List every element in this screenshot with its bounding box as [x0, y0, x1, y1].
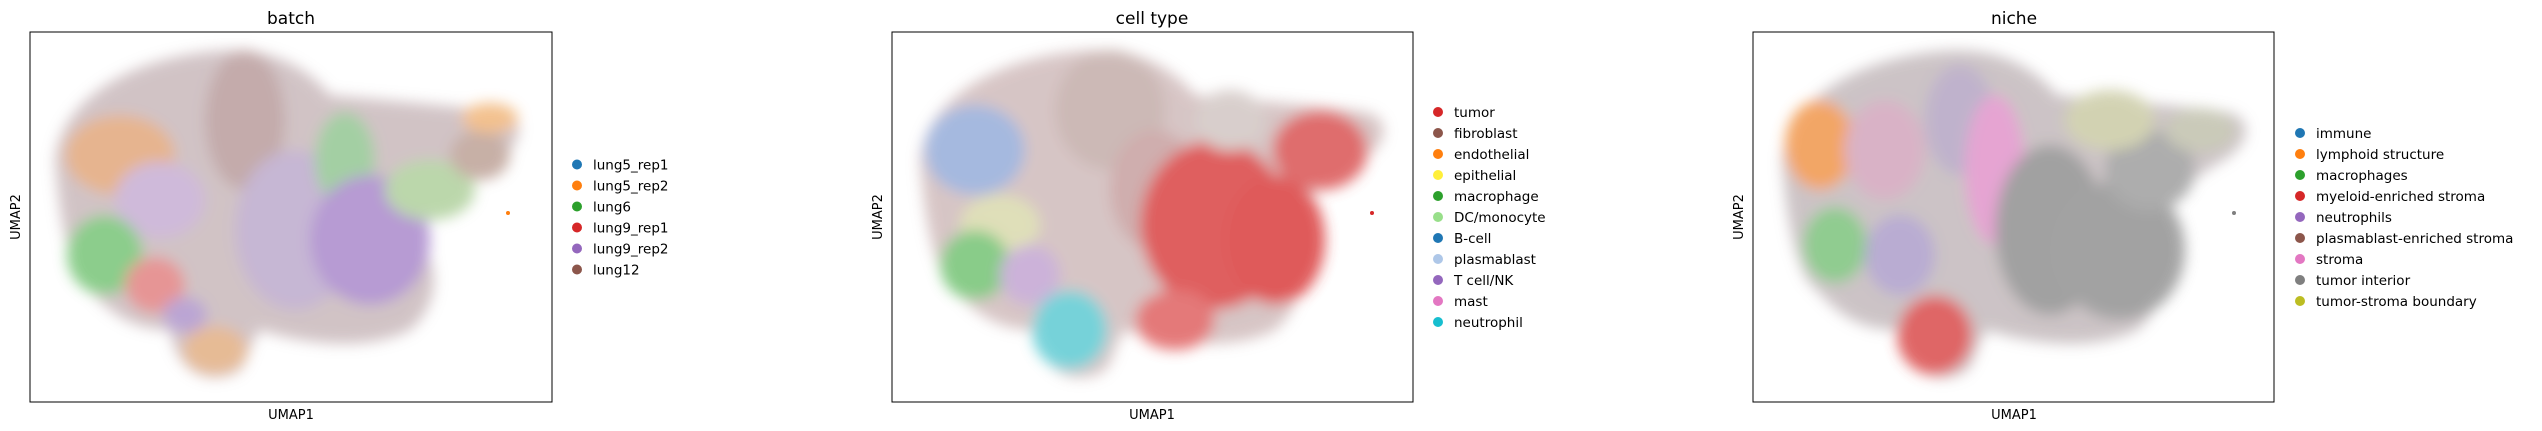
legend-marker [1433, 233, 1443, 243]
legend-label: plasmablast [1454, 252, 1536, 268]
chart-title: cell type [1116, 9, 1189, 29]
legend-label: fibroblast [1454, 126, 1518, 142]
x-axis-label: UMAP1 [1129, 408, 1175, 423]
x-axis-label: UMAP1 [268, 408, 314, 423]
legend-marker [2295, 170, 2305, 180]
legend-marker [2295, 275, 2305, 285]
legend-marker [572, 243, 582, 254]
plot-frame [891, 31, 1414, 403]
legend-label: neutrophil [1454, 315, 1523, 331]
legend-label: lymphoid structure [2316, 147, 2444, 163]
legend-label: stroma [2316, 252, 2363, 268]
chart-title: niche [1991, 9, 2037, 29]
panel-cell-type: cell type UMAP1 UMAP2 tumor fibroblast end… [871, 9, 1546, 423]
scatter-cloud [1782, 50, 2246, 378]
legend-marker [1433, 275, 1443, 285]
y-axis-label: UMAP2 [871, 194, 886, 240]
plot-frame [1752, 31, 2275, 403]
legend-marker [572, 222, 582, 233]
legend-label: tumor [1454, 105, 1495, 121]
legend-label: immune [2316, 126, 2371, 142]
plot-frame [29, 31, 553, 403]
y-axis-label: UMAP2 [9, 194, 24, 240]
legend-label: lung9_rep2 [593, 242, 669, 258]
legend-label: neutrophils [2316, 210, 2392, 226]
legend-label: lung9_rep1 [593, 221, 669, 237]
scatter-cloud [55, 50, 519, 378]
legend-marker [1433, 254, 1443, 264]
legend-marker [1433, 296, 1443, 306]
legend-marker [1433, 128, 1443, 138]
legend-label: lung5_rep2 [593, 179, 669, 195]
legend-marker [572, 180, 582, 191]
legend-label: tumor interior [2316, 273, 2411, 289]
legend-marker [1433, 317, 1443, 327]
legend-label: endothelial [1454, 147, 1529, 163]
legend-label: mast [1454, 294, 1488, 310]
legend-marker [572, 159, 582, 170]
legend-marker [2295, 128, 2305, 138]
legend-label: macrophage [1454, 189, 1539, 205]
y-axis-label: UMAP2 [1732, 194, 1747, 240]
legend-marker [1433, 170, 1443, 180]
legend-label: myeloid-enriched stroma [2316, 189, 2485, 205]
legend-marker [2295, 254, 2305, 264]
legend-marker [2295, 296, 2305, 306]
legend-label: B-cell [1454, 231, 1491, 247]
legend-marker [1433, 191, 1443, 201]
legend-label: plasmablast-enriched stroma [2316, 231, 2513, 247]
scatter-cloud [920, 50, 1384, 378]
legend-marker [1433, 107, 1443, 117]
legend-marker [1433, 212, 1443, 222]
legend-label: T cell/NK [1453, 273, 1514, 289]
legend-label: epithelial [1454, 168, 1516, 184]
legend-label: macrophages [2316, 168, 2408, 184]
legend-label: lung6 [593, 200, 631, 216]
legend-label: lung12 [593, 263, 640, 279]
legend-marker [2295, 191, 2305, 201]
legend-marker [2295, 149, 2305, 159]
panel-batch: batch UMAP1 UMAP2 lung5_rep1lung5_rep2lu… [9, 9, 669, 423]
legend-marker [2295, 233, 2305, 243]
legend: lung5_rep1 lung5_rep2 lung6 lung9_rep1 lung9… [572, 158, 669, 279]
legend: immune lymphoid structure macrophages myelo… [2295, 126, 2513, 310]
legend-marker [2295, 212, 2305, 222]
chart-title: batch [267, 9, 315, 29]
legend-label: DC/monocyte [1454, 210, 1546, 226]
legend-marker [572, 264, 582, 275]
panel-niche: niche UMAP1 UMAP2 immune lymphoid structu… [1732, 9, 2513, 423]
legend-marker [1433, 149, 1443, 159]
legend-label: lung5_rep1 [593, 158, 669, 174]
legend: tumor fibroblast endothelial epithelial macr… [1433, 105, 1546, 331]
legend-label: tumor-stroma boundary [2316, 294, 2477, 310]
x-axis-label: UMAP1 [1991, 408, 2037, 423]
legend-marker [572, 201, 582, 212]
